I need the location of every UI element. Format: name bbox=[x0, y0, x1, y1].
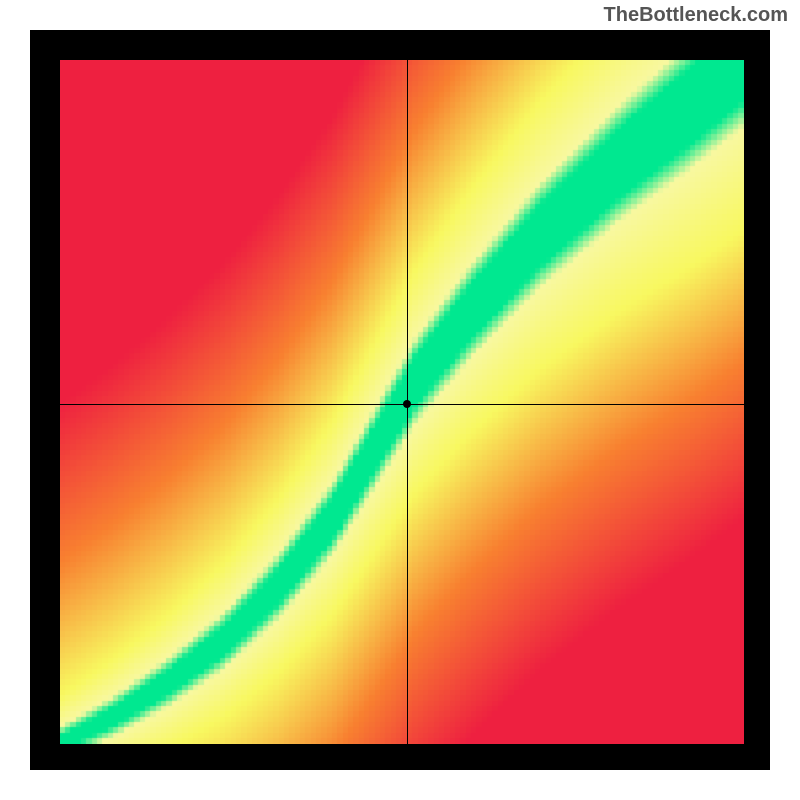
plot-area bbox=[60, 60, 744, 744]
crosshair-marker bbox=[403, 400, 411, 408]
heatmap-canvas bbox=[60, 60, 744, 744]
chart-container: TheBottleneck.com bbox=[0, 0, 800, 800]
chart-black-frame bbox=[30, 30, 770, 770]
attribution-label: TheBottleneck.com bbox=[604, 4, 788, 27]
crosshair-horizontal bbox=[60, 404, 744, 405]
